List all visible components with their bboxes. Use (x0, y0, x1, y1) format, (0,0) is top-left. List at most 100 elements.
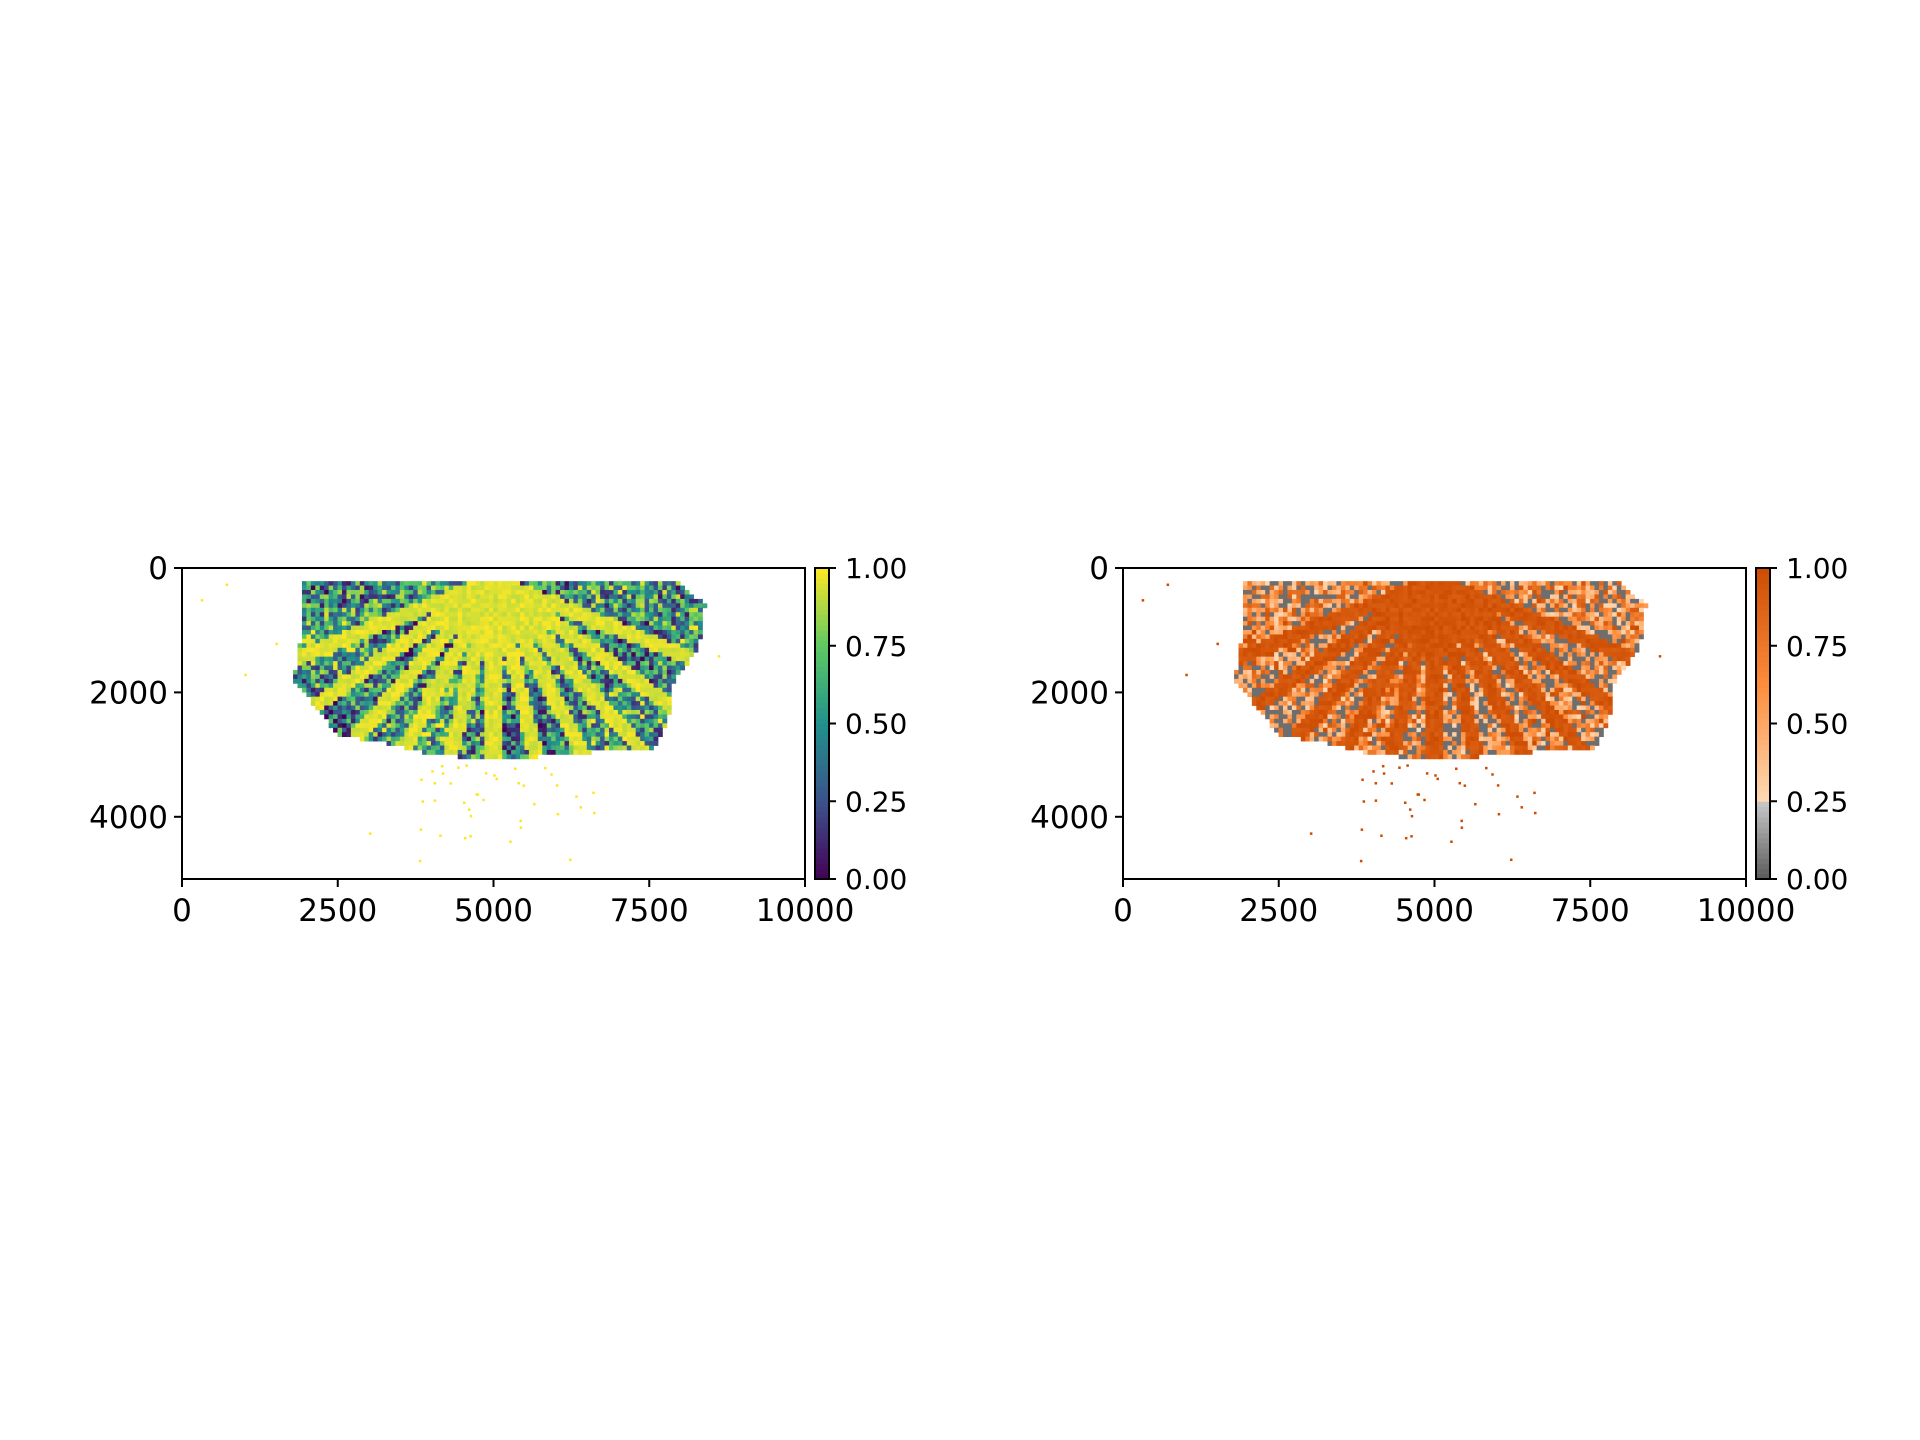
heatmap-cell (1305, 634, 1311, 640)
heatmap-cell (1496, 612, 1502, 618)
heatmap-cell (1585, 634, 1591, 640)
heatmap-cell (404, 638, 410, 644)
heatmap-cell (613, 638, 619, 644)
heatmap-cell (1309, 621, 1315, 626)
heatmap-cell (471, 665, 476, 671)
heatmap-cell (546, 607, 552, 613)
heatmap-cell (1416, 638, 1422, 644)
heatmap-cell (399, 625, 405, 631)
heatmap-cell (1630, 638, 1635, 644)
heatmap-cell (568, 727, 574, 733)
heatmap-cell (435, 621, 441, 626)
heatmap-cell (1287, 652, 1293, 658)
heatmap-cell (328, 701, 334, 706)
heatmap-cell (471, 732, 476, 738)
heatmap-cell (355, 590, 361, 595)
heatmap-cell (333, 669, 338, 675)
heatmap-cell (1590, 585, 1595, 591)
heatmap-cell (422, 678, 427, 684)
heatmap-cell (617, 714, 623, 720)
heatmap-cell (1545, 638, 1551, 644)
heatmap-cell (1541, 634, 1546, 640)
heatmap-cell (551, 598, 556, 604)
heatmap-cell (657, 598, 663, 604)
heatmap-cell (293, 674, 298, 680)
heatmap-cell (1612, 607, 1618, 613)
heatmap-cell (546, 581, 552, 586)
heatmap-cell (622, 674, 628, 680)
heatmap-cell (1425, 581, 1431, 586)
heatmap-cell (382, 701, 387, 706)
heatmap-cell (439, 638, 445, 644)
heatmap-cell (613, 590, 619, 595)
heatmap-cell (493, 634, 499, 640)
heatmap-cell (657, 678, 663, 684)
heatmap-cell (644, 705, 650, 711)
heatmap-cell (479, 749, 485, 755)
heatmap-cell (600, 603, 605, 609)
colorbar-segment (815, 599, 829, 605)
heatmap-cell (1309, 652, 1315, 658)
heatmap-cell (626, 736, 632, 742)
heatmap-cell (1461, 643, 1466, 649)
heatmap-cell (1576, 603, 1582, 609)
heatmap-cell (315, 696, 321, 702)
heatmap-cell (1474, 603, 1480, 609)
heatmap-cell (493, 647, 499, 653)
heatmap-cell (1492, 603, 1497, 609)
heatmap-cell (1372, 603, 1377, 609)
heatmap-cell (586, 745, 592, 751)
heatmap-cell (466, 630, 472, 635)
heatmap-cell (1260, 656, 1266, 662)
heatmap-cell (573, 745, 579, 751)
heatmap-cell (306, 612, 312, 618)
heatmap-cell (582, 709, 588, 715)
heatmap-cell (1541, 643, 1546, 649)
heatmap-cell (306, 603, 312, 609)
heatmap-cell (604, 581, 610, 586)
heatmap-cell (1251, 638, 1257, 644)
heatmap-cell (1581, 603, 1586, 609)
heatmap-cell (368, 669, 374, 675)
heatmap-cell (306, 581, 312, 586)
heatmap-cell (555, 603, 561, 609)
heatmap-cell (350, 643, 356, 649)
heatmap-cell (662, 612, 668, 618)
heatmap-cell (1469, 638, 1475, 644)
heatmap-cell (595, 598, 601, 604)
heatmap-cell (524, 669, 530, 675)
heatmap-cell (399, 638, 405, 644)
heatmap-cell (439, 616, 445, 622)
heatmap-cell (382, 665, 387, 671)
heatmap-cell (1269, 634, 1275, 640)
heatmap-cell (1363, 630, 1368, 635)
heatmap-cell (1380, 625, 1386, 631)
heatmap-cell (1354, 661, 1360, 666)
heatmap-cell (506, 709, 512, 715)
heatmap-cell (417, 598, 423, 604)
heatmap-cell (528, 749, 534, 755)
heatmap-cell (1616, 594, 1622, 600)
heatmap-cell (444, 634, 450, 640)
heatmap-cell (448, 749, 454, 755)
heatmap-cell (649, 683, 654, 689)
heatmap-cell (662, 647, 668, 653)
heatmap-cell (604, 709, 610, 715)
heatmap-cell (524, 634, 530, 640)
heatmap-cell (426, 634, 432, 640)
heatmap-cell (475, 709, 481, 715)
heatmap-cell (1625, 621, 1631, 626)
heatmap-cell (471, 581, 476, 586)
heatmap-cell (520, 732, 525, 738)
heatmap-cell (497, 696, 503, 702)
heatmap-cell (346, 678, 352, 684)
heatmap-cell (586, 607, 592, 613)
heatmap-cell (359, 678, 365, 684)
heatmap-cell (1585, 652, 1591, 658)
heatmap-cell (306, 625, 312, 631)
heatmap-cell (1323, 585, 1328, 591)
heatmap-cell (1278, 652, 1284, 658)
heatmap-cell (364, 647, 370, 653)
heatmap-cell (422, 736, 427, 742)
heatmap-cell (417, 634, 423, 640)
